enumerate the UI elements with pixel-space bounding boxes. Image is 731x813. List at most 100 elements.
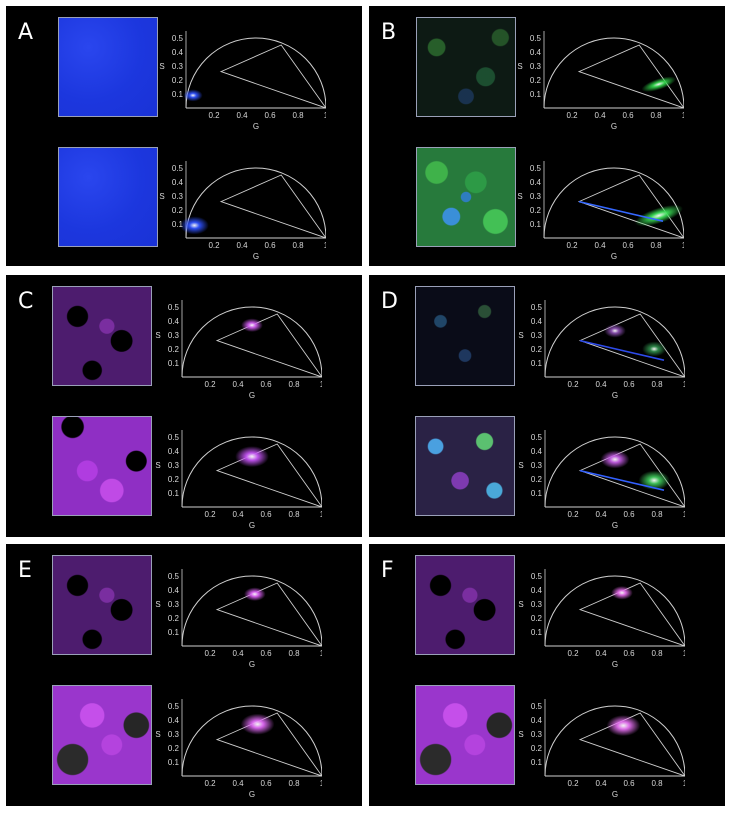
x-tick-label: 0.2: [566, 111, 578, 120]
y-tick-label: 0.2: [172, 76, 184, 85]
x-tick-label: 1: [682, 241, 684, 250]
y-tick-label: 0.4: [168, 447, 180, 456]
phasor-cluster: [634, 204, 683, 227]
y-tick-label: 0.3: [531, 461, 543, 470]
x-tick-label: 0.8: [288, 779, 300, 788]
y-axis-label: S: [159, 192, 164, 201]
phasor-cluster: [240, 713, 275, 735]
phasor-cluster: [642, 341, 667, 357]
x-tick-label: 0.6: [622, 241, 634, 250]
y-tick-label: 0.2: [531, 744, 543, 753]
y-tick-label: 0.1: [168, 628, 180, 637]
phasor-plot: 0.2 0.4 0.6 0.8 1 0.1 0.2 0.3 0.4 0.5 G S: [518, 569, 685, 669]
y-tick-label: 0.2: [530, 206, 542, 215]
universal-semicircle: [544, 705, 685, 777]
x-tick-label: 0.8: [292, 241, 304, 250]
y-tick-label: 0.5: [168, 702, 180, 711]
y-tick-label: 0.4: [531, 586, 543, 595]
universal-semicircle: [181, 575, 322, 647]
y-tick-label: 0.1: [530, 220, 542, 229]
y-tick-label: 0.2: [168, 475, 180, 484]
x-tick-label: 0.4: [232, 649, 244, 658]
phasor-plot: 0.2 0.4 0.6 0.8 1 0.1 0.2 0.3 0.4 0.5 G S: [518, 430, 685, 530]
panel-E: E 0.20.40.60.810.10.20.30.40.5GS 0.20.40…: [6, 544, 362, 806]
x-axis-label: G: [612, 790, 618, 799]
y-tick-label: 0.3: [168, 461, 180, 470]
y-tick-label: 0.4: [172, 48, 184, 57]
x-tick-label: 0.2: [208, 111, 220, 120]
y-tick-label: 0.5: [168, 433, 180, 442]
y-tick-label: 0.2: [168, 345, 180, 354]
x-tick-label: 1: [320, 380, 322, 389]
x-axis-label: G: [249, 391, 255, 400]
panel-B: B 0.20.40.60.810.10.20.30.40.5GS 0.20.40…: [369, 6, 725, 266]
x-tick-label: 0.6: [623, 510, 635, 519]
x-tick-label: 0.6: [264, 111, 276, 120]
phasor-plot: 0.2 0.4 0.6 0.8 1 0.1 0.2 0.3 0.4 0.5 G S: [155, 569, 322, 669]
phasor-triangle: [219, 44, 326, 109]
x-tick-label: 0.6: [260, 510, 272, 519]
y-axis-label: S: [518, 600, 523, 609]
y-tick-label: 0.4: [531, 317, 543, 326]
panel-label: A: [18, 20, 34, 45]
phasor-cluster: [641, 76, 677, 92]
y-tick-label: 0.4: [531, 716, 543, 725]
y-tick-label: 0.1: [172, 220, 184, 229]
x-tick-label: 0.4: [594, 111, 606, 120]
x-tick-label: 0.4: [595, 779, 607, 788]
x-tick-label: 0.6: [623, 380, 635, 389]
y-tick-label: 0.3: [531, 730, 543, 739]
y-tick-label: 0.1: [531, 489, 543, 498]
phasor-plot: 0.2 0.4 0.6 0.8 1 0.1 0.2 0.3 0.4 0.5 G S: [517, 31, 684, 131]
x-tick-label: 0.8: [292, 111, 304, 120]
y-tick-label: 0.5: [172, 34, 184, 43]
x-tick-label: 0.8: [651, 779, 663, 788]
y-tick-label: 0.5: [530, 164, 542, 173]
y-tick-label: 0.3: [530, 192, 542, 201]
y-tick-label: 0.2: [531, 345, 543, 354]
y-tick-label: 0.3: [168, 730, 180, 739]
microscopy-image: [416, 147, 516, 247]
panel-F: F 0.20.40.60.810.10.20.30.40.5GS 0.20.40…: [369, 544, 725, 806]
panel-label: F: [381, 558, 394, 583]
x-tick-label: 0.4: [232, 510, 244, 519]
y-tick-label: 0.3: [530, 62, 542, 71]
x-tick-label: 0.8: [288, 510, 300, 519]
x-tick-label: 0.6: [622, 111, 634, 120]
x-tick-label: 0.2: [204, 649, 216, 658]
x-axis-label: G: [249, 521, 255, 530]
phasor-plot: 0.2 0.4 0.6 0.8 1 0.1 0.2 0.3 0.4 0.5 G S: [159, 161, 326, 261]
y-tick-label: 0.5: [530, 34, 542, 43]
phasor-cluster: [611, 586, 633, 600]
x-axis-label: G: [249, 790, 255, 799]
phasor-cluster: [183, 89, 203, 102]
phasor-triangle: [215, 582, 322, 647]
phasor-cluster: [235, 446, 269, 468]
y-tick-label: 0.3: [168, 331, 180, 340]
phasor-triangle: [577, 44, 684, 109]
x-axis-label: G: [611, 252, 617, 261]
phasor-plot: 0.2 0.4 0.6 0.8 1 0.1 0.2 0.3 0.4 0.5 G S: [517, 161, 684, 261]
x-axis-label: G: [253, 252, 259, 261]
microscopy-image: [416, 17, 516, 117]
x-tick-label: 0.6: [264, 241, 276, 250]
x-tick-label: 0.4: [595, 649, 607, 658]
x-axis-label: G: [612, 660, 618, 669]
y-axis-label: S: [155, 461, 160, 470]
microscopy-image: [58, 17, 158, 117]
y-tick-label: 0.5: [168, 572, 180, 581]
y-tick-label: 0.4: [530, 48, 542, 57]
y-tick-label: 0.1: [172, 90, 184, 99]
panel-label: C: [18, 289, 34, 314]
y-tick-label: 0.5: [172, 164, 184, 173]
universal-semicircle: [181, 705, 322, 777]
x-tick-label: 0.4: [595, 510, 607, 519]
y-axis-label: S: [159, 62, 164, 71]
x-tick-label: 0.6: [260, 649, 272, 658]
y-tick-label: 0.3: [168, 600, 180, 609]
y-tick-label: 0.4: [168, 586, 180, 595]
y-tick-label: 0.2: [531, 475, 543, 484]
x-tick-label: 0.2: [208, 241, 220, 250]
phasor-plot: 0.2 0.4 0.6 0.8 1 0.1 0.2 0.3 0.4 0.5 G S: [155, 430, 322, 530]
x-tick-label: 0.2: [567, 380, 579, 389]
